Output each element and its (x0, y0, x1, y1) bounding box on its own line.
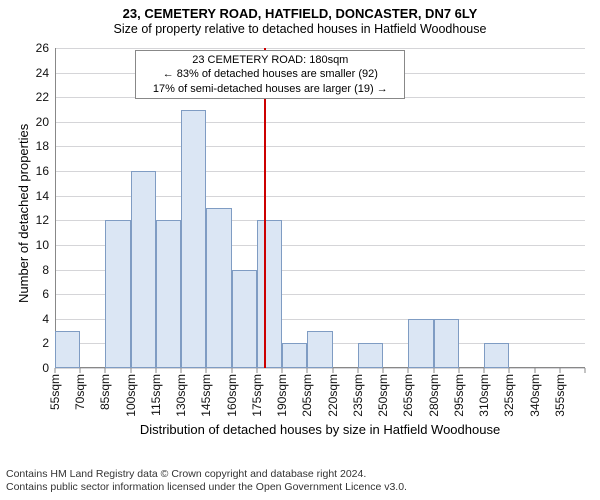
histogram-bar (105, 220, 130, 368)
histogram-bar (181, 110, 206, 368)
x-tick-label: 130sqm (174, 374, 188, 417)
annotation-line: 23 CEMETERY ROAD: 180sqm (140, 53, 400, 67)
x-tick-label: 310sqm (477, 374, 491, 417)
x-tick-label: 70sqm (73, 374, 87, 410)
x-tick-label: 100sqm (124, 374, 138, 417)
x-tick-mark (458, 368, 459, 373)
y-axis-label: Number of detached properties (16, 124, 31, 303)
x-tick-mark (383, 368, 384, 373)
x-tick-mark (181, 368, 182, 373)
plot-area: 0246810121416182022242655sqm70sqm85sqm10… (55, 48, 585, 368)
x-tick-mark (206, 368, 207, 373)
y-tick-label: 26 (23, 41, 49, 55)
attribution-footer: Contains HM Land Registry data © Crown c… (6, 468, 594, 494)
x-axis-label: Distribution of detached houses by size … (55, 422, 585, 437)
chart-titles: 23, CEMETERY ROAD, HATFIELD, DONCASTER, … (0, 0, 600, 38)
x-tick-mark (80, 368, 81, 373)
x-tick-label: 250sqm (376, 374, 390, 417)
x-tick-label: 265sqm (401, 374, 415, 417)
histogram-bar (282, 343, 307, 368)
x-tick-mark (357, 368, 358, 373)
x-tick-label: 325sqm (502, 374, 516, 417)
x-tick-mark (105, 368, 106, 373)
y-tick-label: 0 (23, 361, 49, 375)
x-tick-label: 220sqm (326, 374, 340, 417)
x-tick-mark (55, 368, 56, 373)
x-tick-label: 280sqm (427, 374, 441, 417)
x-tick-mark (484, 368, 485, 373)
x-tick-mark (408, 368, 409, 373)
x-tick-mark (231, 368, 232, 373)
histogram-bar (55, 331, 80, 368)
histogram-bar (257, 220, 282, 368)
histogram-bar (484, 343, 509, 368)
title-sub: Size of property relative to detached ho… (0, 22, 600, 38)
x-tick-label: 85sqm (98, 374, 112, 410)
annotation-box: 23 CEMETERY ROAD: 180sqm← 83% of detache… (135, 50, 405, 99)
x-tick-mark (332, 368, 333, 373)
footer-line-2: Contains public sector information licen… (6, 481, 594, 494)
histogram-bar (232, 270, 257, 368)
x-tick-label: 160sqm (225, 374, 239, 417)
histogram-bar (408, 319, 433, 368)
histogram-bar (206, 208, 231, 368)
x-tick-mark (559, 368, 560, 373)
x-tick-label: 190sqm (275, 374, 289, 417)
x-tick-mark (282, 368, 283, 373)
x-tick-mark (155, 368, 156, 373)
x-tick-label: 115sqm (149, 374, 163, 416)
annotation-line: 17% of semi-detached houses are larger (… (140, 82, 400, 96)
gridline (55, 122, 585, 123)
histogram-bar (434, 319, 459, 368)
y-tick-label: 22 (23, 90, 49, 104)
histogram-bar (131, 171, 156, 368)
title-main: 23, CEMETERY ROAD, HATFIELD, DONCASTER, … (0, 6, 600, 22)
y-axis-line (55, 48, 56, 368)
y-tick-label: 4 (23, 312, 49, 326)
x-tick-mark (433, 368, 434, 373)
x-tick-mark (130, 368, 131, 373)
x-tick-label: 295sqm (452, 374, 466, 417)
x-tick-label: 235sqm (351, 374, 365, 417)
gridline (55, 146, 585, 147)
gridline (55, 368, 585, 369)
x-tick-label: 175sqm (250, 374, 264, 417)
x-tick-label: 145sqm (199, 374, 213, 417)
annotation-line: ← 83% of detached houses are smaller (92… (140, 67, 400, 81)
x-tick-label: 205sqm (300, 374, 314, 417)
x-tick-mark (509, 368, 510, 373)
y-tick-label: 24 (23, 66, 49, 80)
x-tick-label: 355sqm (553, 374, 567, 417)
x-tick-mark (307, 368, 308, 373)
x-tick-label: 340sqm (528, 374, 542, 417)
histogram-bar (307, 331, 332, 368)
x-tick-mark (534, 368, 535, 373)
footer-line-1: Contains HM Land Registry data © Crown c… (6, 468, 594, 481)
x-tick-mark (256, 368, 257, 373)
x-tick-label: 55sqm (48, 374, 62, 410)
histogram-bar (156, 220, 181, 368)
histogram-bar (358, 343, 383, 368)
gridline (55, 48, 585, 49)
x-tick-mark (585, 368, 586, 373)
y-tick-label: 2 (23, 336, 49, 350)
